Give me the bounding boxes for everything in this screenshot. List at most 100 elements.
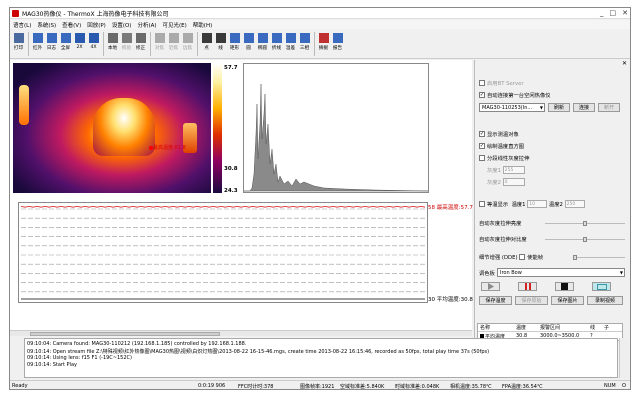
- brightness-slider[interactable]: [545, 221, 625, 226]
- toolbar-separator: [103, 32, 104, 56]
- toolbar-correct-button[interactable]: 修正: [134, 30, 147, 58]
- polyline-icon: [271, 33, 282, 43]
- fullscreen-icon: [60, 33, 71, 43]
- log-panel: 09:10:04: Camera found: MAG30-110212 (19…: [24, 338, 618, 378]
- bt-server-option[interactable]: 启用BT Server: [479, 79, 524, 87]
- toolbar-fullscreen-button[interactable]: 全屏: [59, 30, 72, 58]
- three-phase-icon: [299, 33, 310, 43]
- temp2-input[interactable]: 250: [564, 200, 585, 208]
- toolbar-separator: [150, 32, 151, 56]
- toolbar-label: 本地: [107, 46, 118, 51]
- toolbar-line-button[interactable]: 线: [214, 30, 227, 58]
- zoom-2x-icon: [74, 33, 85, 43]
- toolbar-zoom-4x-button[interactable]: 4X: [87, 30, 100, 58]
- trend-avg-text: 平均温度:30.8: [436, 297, 473, 303]
- toolbar-circle-button[interactable]: 圆: [242, 30, 255, 58]
- contrast-slider-thumb[interactable]: [583, 237, 587, 242]
- toolbar-verify-button[interactable]: 校验: [120, 30, 133, 58]
- menu-visible-light[interactable]: 可见光(E): [162, 22, 187, 29]
- show-objects-option[interactable]: ✓ 显示测温对象: [479, 130, 519, 138]
- scroll-thumb[interactable]: [30, 332, 220, 336]
- chevron-down-icon: ▼: [619, 270, 623, 275]
- play-button[interactable]: [481, 282, 500, 291]
- temp1-input[interactable]: 10: [527, 200, 548, 208]
- segment-stretch-option[interactable]: 分段线性灰度拉伸: [479, 154, 529, 162]
- row-color-swatch: [480, 334, 484, 338]
- menu-view[interactable]: 查看(V): [62, 22, 82, 29]
- row-name: 平均温度: [485, 333, 506, 340]
- menu-language[interactable]: 语言(L): [13, 22, 32, 29]
- far-focus-icon: [182, 33, 193, 43]
- toolbar-label: 远焦: [182, 46, 193, 51]
- table-row[interactable]: 平均温度 30.8 3000.0~3500.0 ?: [478, 332, 622, 340]
- brightness-slider-thumb[interactable]: [583, 221, 587, 226]
- isotherm-checkbox[interactable]: [479, 201, 485, 207]
- gray1-input[interactable]: 255: [502, 166, 525, 174]
- gray2-input[interactable]: 0: [502, 178, 525, 186]
- toolbar-point-button[interactable]: 点: [200, 30, 213, 58]
- menu-analysis[interactable]: 分析(A): [137, 22, 157, 29]
- menu-settings[interactable]: 设置(O): [111, 22, 132, 29]
- auto-connect-checkbox[interactable]: ✓: [479, 91, 485, 98]
- dde-slider-thumb[interactable]: [573, 255, 577, 260]
- histogram-option[interactable]: ✓ 绘制温度直方图: [479, 142, 524, 150]
- menu-bar: 语言(L) 系统(S) 查看(V) 回放(P) 设置(O) 分析(A) 可见光(…: [10, 20, 630, 29]
- record-toggle-button[interactable]: [592, 282, 611, 291]
- trend-max-label: 58 最高温度:57.7: [428, 203, 473, 211]
- connect-button[interactable]: 连接: [573, 103, 595, 112]
- toolbar-rectangle-button[interactable]: 矩形: [228, 30, 241, 58]
- toolbar-focus-button[interactable]: 对焦: [153, 30, 166, 58]
- gray2-label: 灰度2: [487, 180, 501, 186]
- bt-server-checkbox[interactable]: [479, 80, 485, 86]
- disconnect-button[interactable]: 断开: [598, 103, 620, 112]
- stop-button[interactable]: [555, 282, 574, 291]
- toolbar-infrared-button[interactable]: 红外: [31, 30, 44, 58]
- horizontal-scrollbar[interactable]: [10, 330, 472, 336]
- segment-stretch-label: 分段线性灰度拉伸: [487, 156, 530, 162]
- refresh-button[interactable]: 刷新: [548, 103, 570, 112]
- toolbar-three-phase-button[interactable]: 三相: [298, 30, 311, 58]
- toolbar-printer-button[interactable]: 打印: [12, 30, 25, 58]
- toolbar-zoom-2x-button[interactable]: 2X: [73, 30, 86, 58]
- auto-connect-option[interactable]: ✓ 自动连接第一台空闲热像仪: [479, 91, 551, 99]
- anti-shake-checkbox[interactable]: [519, 254, 526, 260]
- toolbar-temp-diff-button[interactable]: 温差: [284, 30, 297, 58]
- toolbar-ellipse-button[interactable]: 椭圆: [256, 30, 269, 58]
- toolbar-polyline-button[interactable]: 折线: [270, 30, 283, 58]
- log-scrollbar[interactable]: [619, 338, 628, 378]
- dde-slider[interactable]: [573, 255, 625, 260]
- menu-system[interactable]: 系统(S): [37, 22, 57, 29]
- toolbar-log-button[interactable]: 日志: [45, 30, 58, 58]
- trend-avg-value: 30: [428, 297, 435, 303]
- toolbar-far-focus-button[interactable]: 远焦: [181, 30, 194, 58]
- record-video-button[interactable]: 录制视频: [587, 296, 623, 305]
- device-select[interactable]: MAG30-110253(In... ▼: [479, 103, 545, 112]
- toolbar-label: 报告: [332, 46, 343, 51]
- toolbar-label: 校验: [121, 46, 132, 51]
- maximize-button[interactable]: □: [609, 9, 617, 17]
- isotherm-option[interactable]: 等温显示 温度1 10 温度2 250: [479, 200, 585, 208]
- show-objects-checkbox[interactable]: ✓: [479, 130, 485, 137]
- thermal-image[interactable]: 最高温度:61.8: [13, 63, 211, 193]
- toolbar-near-focus-button[interactable]: 近焦: [167, 30, 180, 58]
- save-raw-button[interactable]: 保存原始: [515, 296, 548, 305]
- save-image-button[interactable]: 保存图片: [551, 296, 584, 305]
- trend-max-series: [20, 205, 426, 208]
- minimize-button[interactable]: _: [600, 9, 604, 17]
- menu-playback[interactable]: 回放(P): [87, 22, 106, 29]
- measurement-table: 名称 温度 报警区间 线 子 平均温度 30.8 3000.0~3500.0 ?: [477, 323, 623, 341]
- save-temp-button[interactable]: 保存温度: [479, 296, 512, 305]
- histogram-checkbox[interactable]: ✓: [479, 142, 485, 149]
- segment-stretch-checkbox[interactable]: [479, 155, 485, 161]
- toolbar-report-button[interactable]: 报告: [331, 30, 344, 58]
- close-button[interactable]: ✕: [622, 9, 628, 17]
- toolbar-label: 修正: [135, 46, 146, 51]
- focus-icon: [154, 33, 165, 43]
- pause-button[interactable]: [518, 282, 537, 291]
- toolbar-extract-button[interactable]: 摘掘: [317, 30, 330, 58]
- menu-help[interactable]: 帮助(H): [192, 22, 213, 29]
- toolbar-local-button[interactable]: 本地: [106, 30, 119, 58]
- contrast-slider[interactable]: [545, 237, 625, 242]
- palette-select[interactable]: Iron Bow ▼: [497, 268, 625, 277]
- panel-close-icon[interactable]: ✕: [621, 60, 627, 67]
